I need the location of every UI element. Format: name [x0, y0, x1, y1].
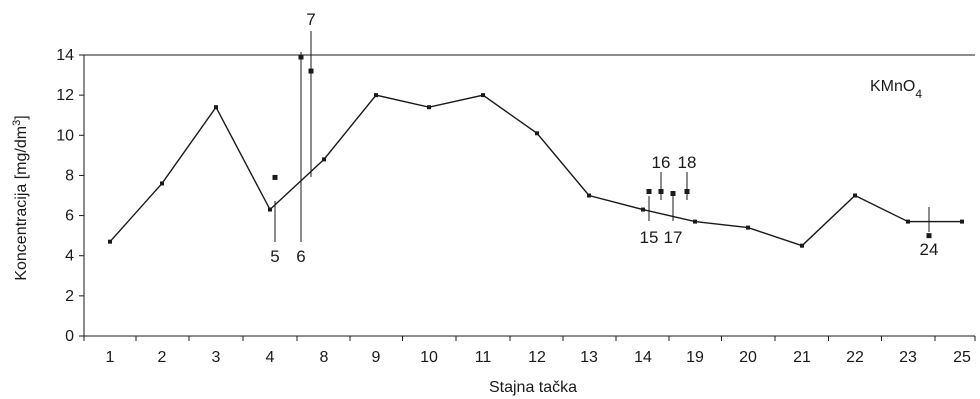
extra-data-point	[684, 188, 690, 194]
data-point	[853, 193, 857, 198]
x-tick-label: 9	[372, 349, 381, 366]
x-tick-label: 11	[475, 349, 492, 366]
x-tick-label: 12	[528, 349, 546, 366]
data-point	[693, 219, 697, 224]
data-points	[108, 54, 964, 248]
extra-data-point	[272, 174, 278, 180]
data-point	[160, 181, 164, 186]
x-tick-label: 23	[899, 349, 917, 366]
point-label: 24	[920, 240, 939, 259]
point-label: 17	[664, 228, 683, 247]
x-axis-label: Stajna tačka	[489, 379, 577, 396]
data-point	[322, 157, 326, 162]
annotation-leaders	[274, 31, 962, 242]
data-point	[641, 207, 645, 212]
x-tick-label: 21	[793, 349, 811, 366]
x-tick-label: 1	[106, 349, 115, 366]
extra-data-point	[308, 68, 314, 74]
y-tick-label: 4	[65, 248, 74, 265]
x-tick-label: 14	[634, 349, 652, 366]
x-tick-label: 8	[320, 349, 329, 366]
series-label: KMnO4	[870, 78, 922, 101]
chart-frame	[83, 54, 975, 337]
data-point	[481, 93, 485, 98]
point-label: 18	[678, 153, 697, 172]
x-tick-label: 2	[158, 349, 167, 366]
x-tick-label: 3	[212, 349, 221, 366]
series-label-subscript: 4	[915, 87, 922, 101]
data-point	[214, 105, 218, 110]
data-point	[535, 131, 539, 136]
data-point	[800, 243, 804, 248]
y-tick-label: 6	[65, 208, 74, 225]
series-line	[109, 94, 962, 247]
y-tick-label: 10	[56, 127, 74, 144]
y-axis-label: Koncentracija [mg/dm3]	[11, 115, 30, 280]
y-axis-label-superscript: 3	[11, 120, 23, 126]
extra-data-point	[926, 233, 932, 239]
data-point	[746, 225, 750, 230]
extra-data-point	[646, 188, 652, 194]
y-tick-label: 2	[65, 288, 74, 305]
point-label: 5	[270, 247, 279, 266]
point-annotations: 5 6 7 15 16 17 18 24	[270, 10, 938, 266]
extra-data-point	[298, 54, 304, 60]
data-point	[960, 219, 964, 224]
data-point	[374, 93, 378, 98]
data-point	[587, 193, 591, 198]
x-tick-label: 25	[953, 349, 971, 366]
series-polyline	[109, 94, 962, 247]
data-point	[427, 105, 431, 110]
y-tick-label: 14	[56, 47, 74, 64]
y-tick-label: 8	[65, 167, 74, 184]
point-label: 15	[640, 228, 659, 247]
y-tick-label: 12	[56, 87, 74, 104]
data-point	[108, 239, 112, 244]
series-label-main: KMnO	[870, 78, 915, 95]
point-label: 7	[306, 10, 315, 29]
x-tick-label: 19	[686, 349, 704, 366]
x-tick-label: 4	[266, 349, 275, 366]
y-tick-label: 0	[65, 328, 74, 345]
x-tick-label: 20	[739, 349, 757, 366]
point-label: 6	[296, 247, 305, 266]
point-label: 16	[652, 153, 671, 172]
x-tick-label: 22	[846, 349, 864, 366]
y-axis-label-main: Koncentracija [mg/dm	[13, 126, 30, 281]
y-axis-ticks: 0 2 4 6 8 10 12 14	[56, 47, 84, 345]
data-point	[906, 219, 910, 224]
data-point	[268, 207, 272, 212]
extra-data-point	[658, 188, 664, 194]
x-tick-label: 13	[580, 349, 598, 366]
y-axis-label-close: ]	[13, 115, 30, 119]
x-tick-label: 10	[420, 349, 438, 366]
extra-data-point	[670, 190, 676, 196]
x-axis-ticks: 1 2 3 4 8 9 10 11 12 13 14 19 20 21 22 23 25	[83, 336, 976, 366]
